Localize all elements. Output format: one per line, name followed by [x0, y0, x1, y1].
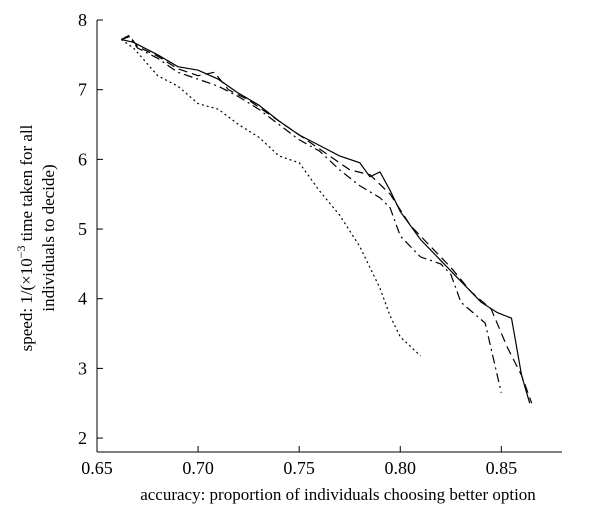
- y-tick-label: 3: [78, 358, 87, 378]
- tick-labels: 0.65 0.70 0.75 0.80 0.85 2 3 4 5 6 7 8: [78, 10, 517, 478]
- y-axis-label: speed: 1/(×10−3 time taken for all indiv…: [14, 124, 58, 351]
- x-tick-label: 0.70: [182, 458, 214, 478]
- y-tick-label: 5: [78, 219, 87, 239]
- x-tick-label: 0.65: [81, 458, 113, 478]
- series-line-dashed: [121, 34, 533, 404]
- axes: [96, 20, 562, 453]
- y-axis-label-line2: individuals to decide): [39, 164, 58, 311]
- x-tick-label: 0.85: [486, 458, 518, 478]
- y-tick-label: 6: [78, 149, 87, 169]
- plot-area: [120, 34, 533, 404]
- y-tick-label: 4: [78, 289, 87, 309]
- x-axis-label: accuracy: proportion of individuals choo…: [140, 485, 536, 504]
- series-line-dotted: [120, 39, 421, 357]
- series-line-solid: [121, 38, 531, 404]
- x-tick-label: 0.75: [283, 458, 315, 478]
- x-tick-label: 0.80: [385, 458, 417, 478]
- y-axis-label-line1: speed: 1/(×10−3 time taken for all: [14, 124, 36, 351]
- tick-marks: [96, 19, 502, 452]
- y-tick-label: 2: [78, 428, 87, 448]
- y-tick-label: 7: [78, 80, 87, 100]
- series-line-dashdot: [121, 35, 502, 393]
- y-tick-label: 8: [78, 10, 87, 30]
